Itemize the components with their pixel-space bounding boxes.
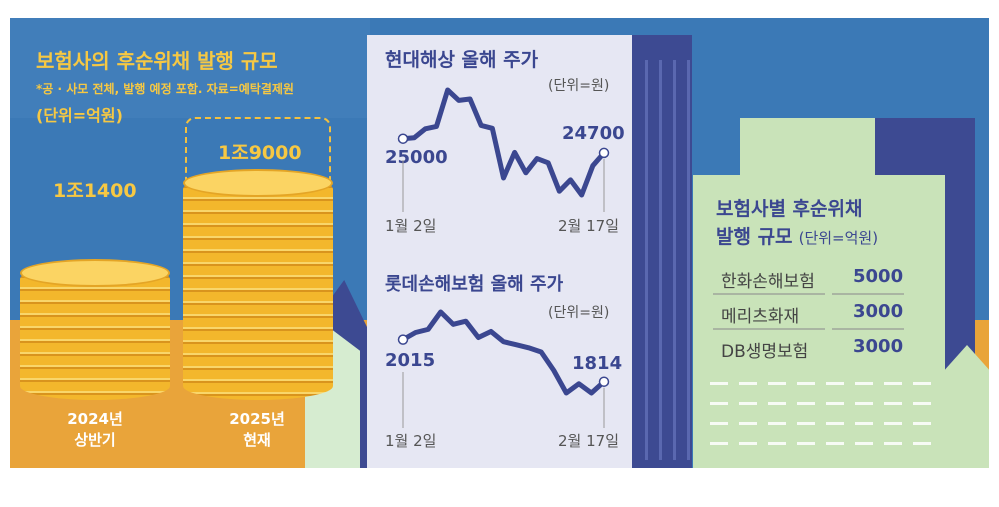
stock-panel [367,35,632,468]
category-line: 2024년 [67,410,123,428]
coin-stack-2025 [183,175,333,400]
divider [832,293,904,295]
dash [768,402,786,405]
stock1-price-line [402,87,606,198]
table-title-line1: 보험사별 후순위채 [716,198,863,220]
dash [826,402,844,405]
building [945,345,989,468]
stock1-title: 현대해상 올해 주가 [385,49,539,71]
divider [832,328,904,330]
dash [826,442,844,445]
table-title-line2: 발행 규모 (단위=억원) [716,222,878,249]
dash [913,382,931,385]
dash [913,442,931,445]
stock2-unit: (단위=원) [548,305,610,321]
dash [739,422,757,425]
divider [713,328,825,330]
stock2-start-value: 2015 [385,350,436,371]
building-stripes [645,60,690,460]
stock1-end-value: 24700 [562,123,625,144]
dash [884,402,902,405]
stock2-price-line [401,309,606,396]
dash [710,442,728,445]
stock2-start-date: 1월 2일 [385,432,437,450]
dash [855,442,873,445]
dash [855,422,873,425]
dash [884,442,902,445]
table-row: 메리츠화재 3000 [713,298,908,328]
dash [884,422,902,425]
table-row: DB생명보험 3000 [713,333,908,363]
issuer-name: DB생명보험 [721,342,809,362]
category-line: 상반기 [74,431,116,449]
issue-amount: 5000 [853,266,904,287]
dash [797,382,815,385]
stock2-end-date: 2월 17일 [558,432,619,450]
issuer-name: 한화손해보험 [721,272,815,292]
dash [768,382,786,385]
dash [739,442,757,445]
stock1-end-point [598,147,610,159]
dash [710,422,728,425]
issuer-table-panel [693,175,945,468]
dash [913,422,931,425]
dash [710,402,728,405]
source-note: *공 · 사모 전체, 발행 예정 포함. 자료=예탁결제원 [36,82,294,96]
dash [826,422,844,425]
stock1-end-date: 2월 17일 [558,217,619,235]
unit-label: (단위=억원) [36,106,123,125]
dash [739,382,757,385]
stock2-start-point [397,334,409,345]
stock2-end-point [598,376,610,387]
category-line: 현재 [243,431,271,449]
issue-amount: 3000 [853,301,904,322]
category-line: 2025년 [229,410,285,428]
coin-top [20,259,170,287]
divider [713,293,825,295]
issue-amount: 3000 [853,336,904,357]
coin-top [183,169,333,197]
bar-label-2025: 1조9000 [218,142,302,164]
dash [768,442,786,445]
issuer-name: 메리츠화재 [721,307,800,327]
dash [797,442,815,445]
dash [913,402,931,405]
dash [826,382,844,385]
table-unit: (단위=억원) [798,229,879,247]
dash [855,402,873,405]
dash [884,382,902,385]
main-title: 보험사의 후순위채 발행 규모 [36,49,278,73]
category-2025: 2025년 현재 [222,408,292,450]
category-2024: 2024년 상반기 [60,408,130,450]
stock1-unit: (단위=원) [548,78,610,94]
stock1-start-point [397,133,409,144]
bar-label-2024: 1조1400 [53,180,137,202]
dash [710,382,728,385]
stock2-end-value: 1814 [572,353,623,374]
dash [855,382,873,385]
table-row: 한화손해보험 5000 [713,263,908,293]
table-title: 발행 규모 [716,226,793,248]
dash [797,422,815,425]
stock1-start-value: 25000 [385,147,448,168]
dash [739,402,757,405]
dash [768,422,786,425]
coin-stack-2024 [20,265,170,400]
stock1-start-date: 1월 2일 [385,217,437,235]
building [740,118,875,178]
stock2-title: 롯데손해보험 올해 주가 [385,274,564,295]
background-shape [10,18,370,118]
dash [797,402,815,405]
